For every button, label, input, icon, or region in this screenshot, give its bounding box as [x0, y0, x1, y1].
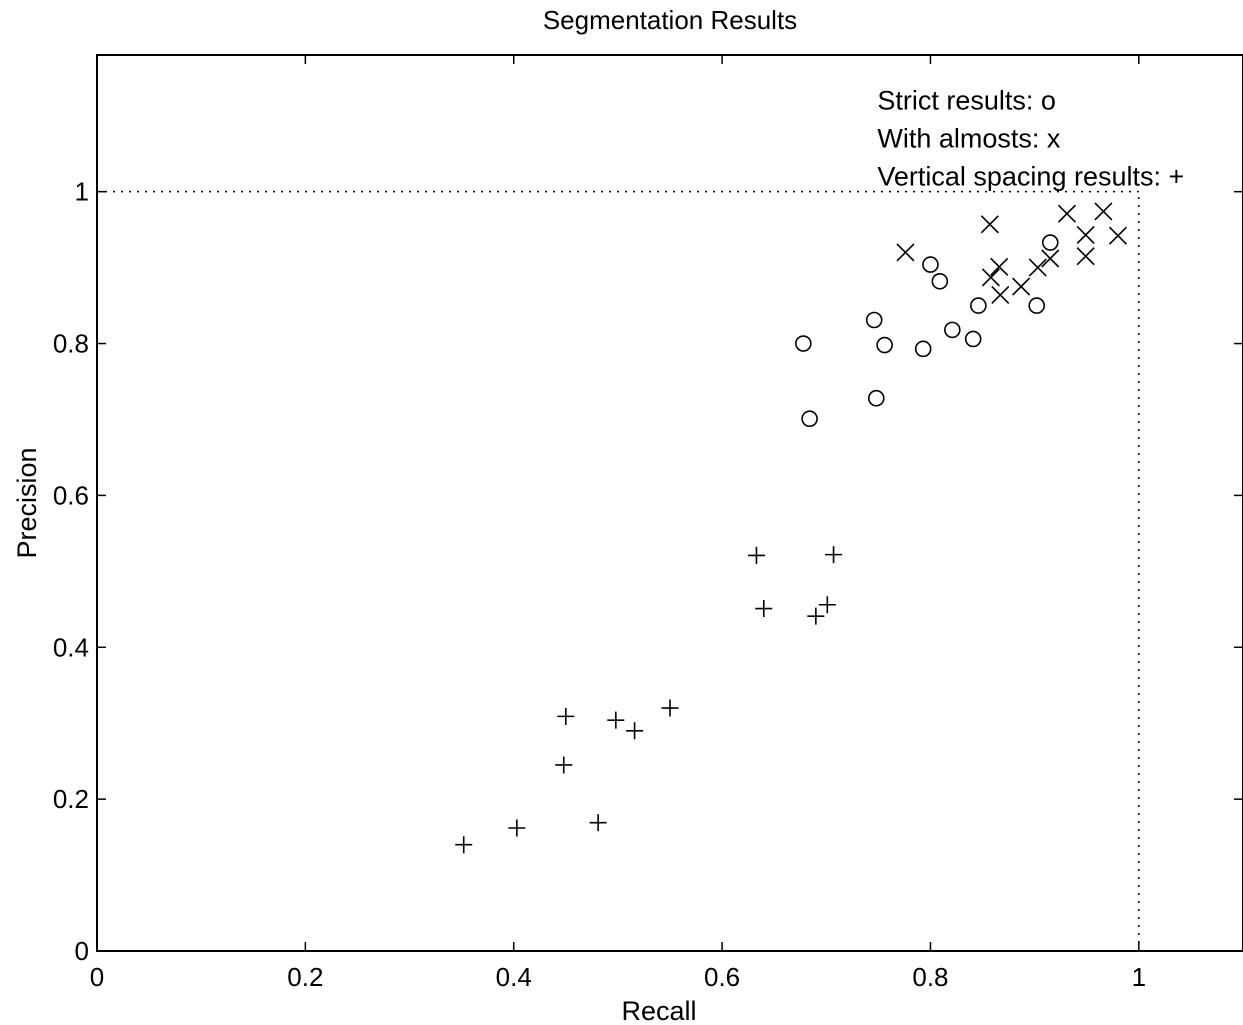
annotations: Strict results: o With almosts: x Vertical…	[877, 86, 1184, 192]
x-tick-label: 0	[90, 962, 104, 992]
data-point-x	[991, 285, 1010, 305]
data-point-circle	[944, 321, 961, 339]
y-tick-label: 0.6	[53, 480, 89, 510]
data-point-plus	[818, 596, 836, 614]
data-point-plus	[508, 819, 526, 837]
y-tick-label: 0	[75, 936, 89, 966]
data-point-x	[1108, 226, 1128, 245]
data-point-x	[1076, 247, 1095, 266]
data-point-circle	[914, 340, 932, 358]
x-tick-label: 0.6	[704, 962, 740, 992]
data-point-x	[1012, 277, 1031, 296]
x-tick-label: 0.2	[287, 962, 323, 992]
y-tick-labels: 0 0.2 0.4 0.6 0.8 1	[53, 177, 89, 966]
y-tick-label: 1	[75, 177, 89, 207]
data-point-plus	[589, 814, 607, 832]
y-tick-label: 0.8	[53, 329, 89, 359]
data-point-plus	[626, 722, 644, 740]
data-point-plus	[755, 600, 773, 618]
data-point-plus	[825, 546, 843, 564]
x-axis-label: Recall	[621, 996, 696, 1025]
annotation-text: Strict results: o	[877, 86, 1056, 116]
data-point-plus	[661, 699, 679, 717]
data-point-x	[1041, 249, 1060, 268]
data-point-plus	[607, 711, 625, 729]
x-tick-labels: 0 0.2 0.4 0.6 0.8 1	[90, 962, 1146, 992]
annotation-text: With almosts: x	[877, 124, 1061, 154]
y-axis-label: Precision	[12, 447, 42, 558]
plot-frame	[96, 54, 1243, 952]
data-point-circle	[964, 330, 982, 348]
data-point-x	[1076, 225, 1095, 245]
data-point-circle	[922, 256, 939, 273]
data-point-circle	[970, 297, 987, 314]
data-points	[455, 202, 1128, 854]
data-point-x	[1028, 258, 1047, 277]
x-tick-label: 1	[1132, 962, 1146, 992]
data-point-x	[1057, 204, 1076, 223]
data-point-plus	[557, 707, 575, 725]
y-tick-label: 0.4	[53, 632, 89, 662]
data-point-plus	[747, 546, 765, 564]
data-point-circle	[1028, 297, 1046, 314]
y-tick-label: 0.2	[53, 784, 89, 814]
data-point-x	[990, 257, 1009, 276]
data-point-x	[981, 268, 1000, 287]
data-point-circle	[931, 272, 949, 290]
data-point-x	[1094, 202, 1113, 221]
axis-ticks	[96, 55, 1243, 952]
data-point-circle	[867, 389, 885, 407]
data-point-plus	[807, 607, 825, 625]
data-point-circle	[865, 311, 883, 329]
x-tick-label: 0.4	[496, 962, 532, 992]
data-point-circle	[1041, 234, 1059, 251]
data-point-plus	[555, 756, 573, 774]
data-point-x	[896, 243, 915, 262]
x-tick-label: 0.8	[912, 962, 948, 992]
data-point-circle	[801, 410, 818, 428]
chart-title: Segmentation Results	[543, 5, 797, 35]
data-point-x	[980, 215, 999, 234]
annotation-text: Vertical spacing results: +	[877, 161, 1184, 191]
data-point-plus	[455, 836, 473, 854]
data-point-circle	[795, 335, 812, 352]
data-point-circle	[876, 336, 893, 354]
reference-lines	[97, 190, 1140, 951]
